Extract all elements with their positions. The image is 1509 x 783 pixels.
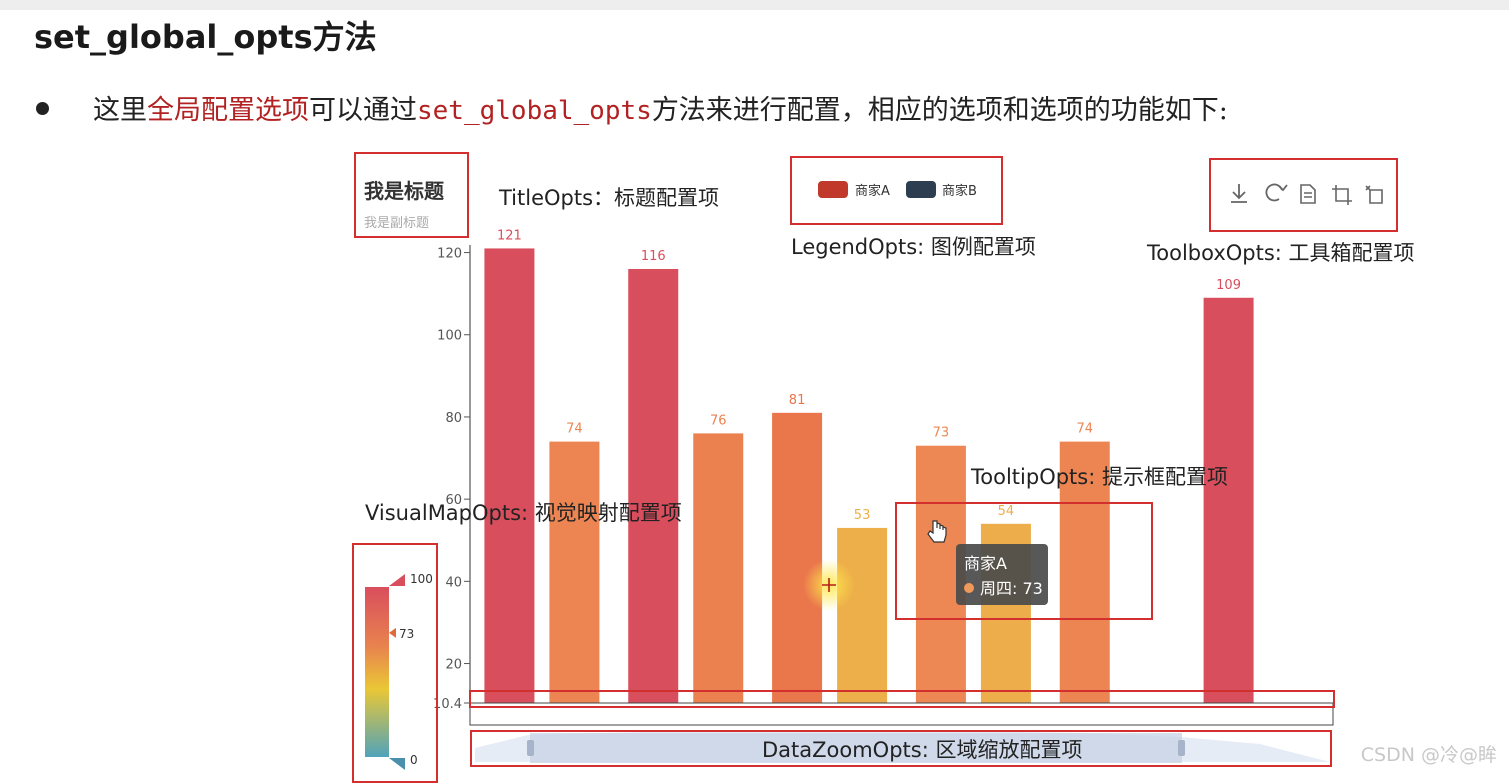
tooltip-series: 商家A xyxy=(964,554,1007,573)
visualmap-bar[interactable] xyxy=(365,587,389,757)
visualmap-current-label: 73 xyxy=(399,627,414,641)
annotation-visualmap-opts: VisualMapOpts: 视觉映射配置项 xyxy=(365,501,682,525)
tooltip-marker xyxy=(964,583,974,593)
annotation-tooltip-opts: TooltipOpts: 提示框配置项 xyxy=(970,465,1228,489)
datazoom-box xyxy=(470,730,1332,767)
bar-b[interactable] xyxy=(693,433,744,703)
xaxis-highlight-box xyxy=(469,690,1335,708)
bar-b[interactable] xyxy=(549,441,600,703)
top-band xyxy=(0,0,1509,10)
datazoom-right-handle[interactable] xyxy=(1178,740,1185,756)
chart-title: 我是标题 xyxy=(364,179,445,203)
y-tick-label: 100 xyxy=(437,329,462,344)
bar-value-label: 121 xyxy=(497,228,522,243)
y-tick-label: 60 xyxy=(445,493,462,508)
bullet-text-1: 这里 xyxy=(93,95,147,126)
annotation-toolbox-opts: ToolboxOpts: 工具箱配置项 xyxy=(1146,241,1415,265)
annotation-legend-opts: LegendOpts: 图例配置项 xyxy=(791,235,1036,259)
legend-box xyxy=(790,156,1003,225)
y-tick-label: 10.4 xyxy=(433,697,462,712)
refresh-icon[interactable] xyxy=(1265,183,1288,202)
bar-value-label: 76 xyxy=(710,413,727,428)
bullet-dot xyxy=(36,102,49,115)
bar-value-label: 74 xyxy=(566,422,583,437)
bullet-text-3: 方法来进行配置，相应的选项和选项的功能如下: xyxy=(651,95,1228,126)
title-box xyxy=(354,152,469,238)
legend-swatch-a[interactable] xyxy=(818,181,848,198)
visualmap-min-label: 0 xyxy=(410,753,418,767)
toolbox-box xyxy=(1209,158,1398,232)
y-tick-label: 120 xyxy=(437,247,462,262)
page-title: set_global_opts方法 xyxy=(34,18,377,56)
zoom-reset-icon[interactable] xyxy=(1365,185,1383,204)
data-view-icon[interactable] xyxy=(1300,184,1316,204)
bar-value-label: 116 xyxy=(641,249,666,264)
datazoom-left-handle[interactable] xyxy=(527,740,534,756)
bullet-text-2: 可以通过 xyxy=(309,95,417,126)
bar-value-label: 81 xyxy=(789,393,806,408)
bar-a[interactable] xyxy=(1059,441,1110,703)
tooltip-popup xyxy=(956,544,1048,605)
visualmap-top-handle[interactable] xyxy=(389,574,405,586)
bar-value-label: 54 xyxy=(998,504,1015,519)
watermark: CSDN @冷@眸 xyxy=(1360,744,1497,766)
legend-swatch-b[interactable] xyxy=(906,181,936,198)
visualmap-max-label: 100 xyxy=(410,572,433,586)
legend-label-b[interactable]: 商家B xyxy=(942,183,977,199)
bar-a[interactable] xyxy=(1203,297,1254,703)
bar-value-label: 53 xyxy=(854,508,871,523)
bar-value-label: 74 xyxy=(1076,422,1093,437)
y-tick-label: 80 xyxy=(445,411,462,426)
y-tick-label: 20 xyxy=(445,658,462,673)
tooltip-item: 周四: 73 xyxy=(980,579,1043,598)
visualmap-bottom-handle[interactable] xyxy=(389,758,405,770)
annotation-title-opts: TitleOpts：标题配置项 xyxy=(498,186,719,210)
y-tick-label: 40 xyxy=(445,575,462,590)
datazoom-window[interactable] xyxy=(530,733,1182,763)
bullet-code: set_global_opts xyxy=(417,96,652,126)
tooltip-box xyxy=(895,502,1153,620)
crosshair-icon xyxy=(822,578,836,592)
bar-a[interactable] xyxy=(628,268,679,703)
bullet-highlight: 全局配置选项 xyxy=(147,95,309,126)
chart-subtitle: 我是副标题 xyxy=(364,216,429,231)
x-axis xyxy=(469,702,1334,726)
visualmap-indicator xyxy=(389,627,396,638)
bar-a[interactable] xyxy=(772,412,823,703)
hand-cursor-icon xyxy=(927,520,947,543)
bar-b[interactable] xyxy=(837,527,888,703)
visualmap-box xyxy=(352,543,438,783)
legend-label-a[interactable]: 商家A xyxy=(855,183,890,199)
download-icon[interactable] xyxy=(1231,184,1247,203)
bullet-line: 这里全局配置选项可以通过set_global_opts方法来进行配置，相应的选项… xyxy=(36,88,1228,127)
annotation-datazoom-opts: DataZoomOpts: 区域缩放配置项 xyxy=(762,738,1082,762)
bar-value-label: 109 xyxy=(1216,278,1241,293)
zoom-icon[interactable] xyxy=(1332,185,1352,205)
bar-a[interactable] xyxy=(484,248,535,703)
bar-value-label: 73 xyxy=(933,426,950,441)
